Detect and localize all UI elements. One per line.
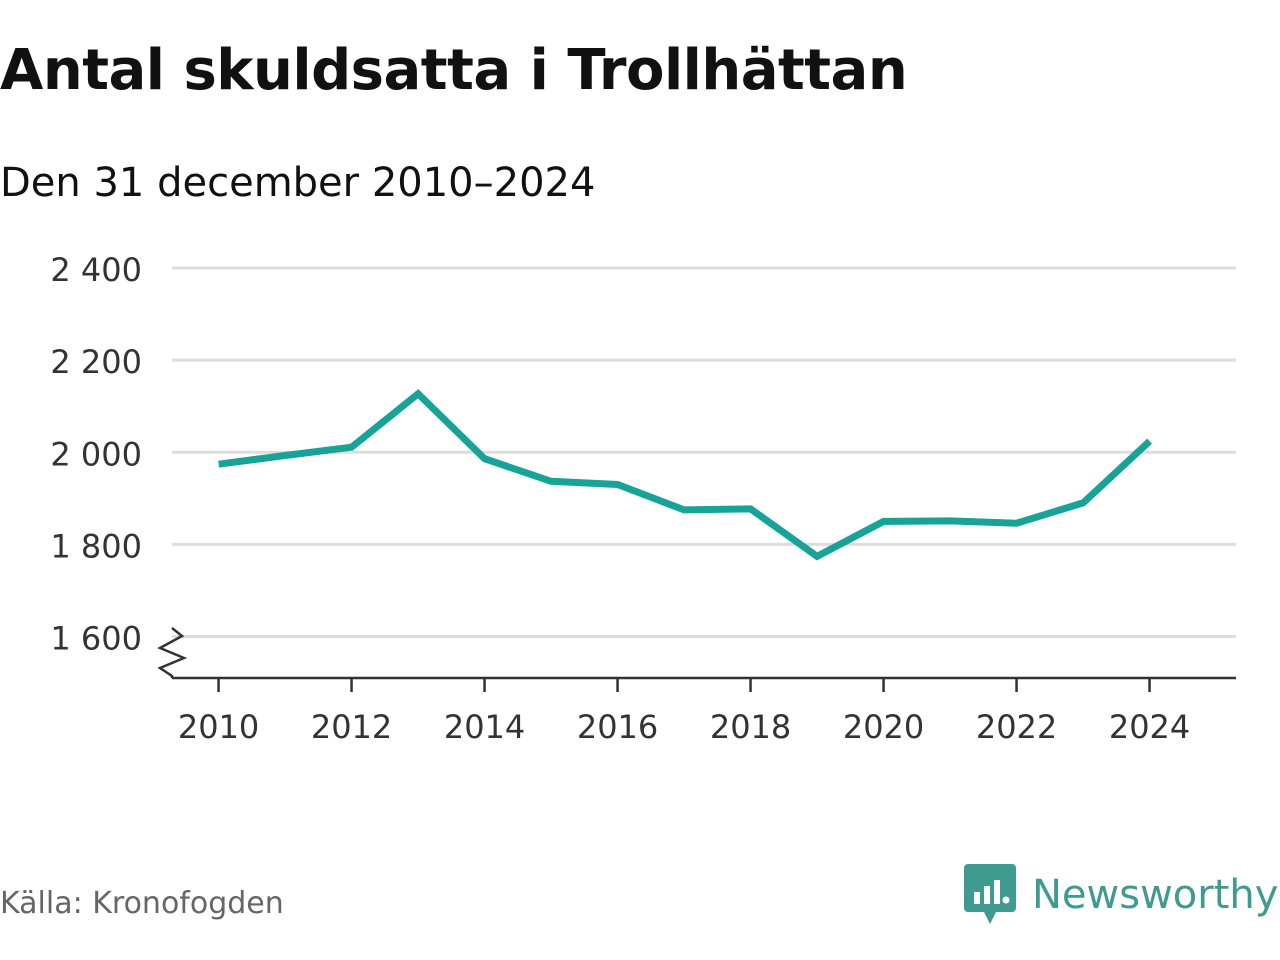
x-tick-label: 2014 (444, 708, 525, 746)
series-line (218, 389, 1152, 561)
y-tick-label: 1 800 (50, 527, 142, 565)
source-note: Källa: Kronofogden (0, 886, 284, 921)
x-tick-label: 2024 (1109, 708, 1190, 746)
y-tick-label: 2 400 (50, 251, 142, 289)
x-tick-label: 2016 (577, 708, 658, 746)
y-tick-label: 1 600 (50, 620, 142, 658)
y-tick-label: 2 200 (50, 343, 142, 381)
y-axis-break (157, 627, 188, 678)
newsworthy-logo-icon (964, 864, 1016, 924)
chart-title: Antal skuldsatta i Trollhättan (0, 38, 908, 103)
x-tick-label: 2018 (710, 708, 791, 746)
x-tick-label: 2010 (178, 708, 259, 746)
brand-name: Newsworthy (1032, 872, 1279, 918)
x-tick-label: 2020 (843, 708, 924, 746)
brand-logo: Newsworthy (964, 862, 1278, 928)
chart-subtitle: Den 31 december 2010–2024 (0, 160, 596, 206)
x-tick-label: 2022 (976, 708, 1057, 746)
y-tick-label: 2 000 (50, 435, 142, 473)
x-tick-label: 2012 (311, 708, 392, 746)
